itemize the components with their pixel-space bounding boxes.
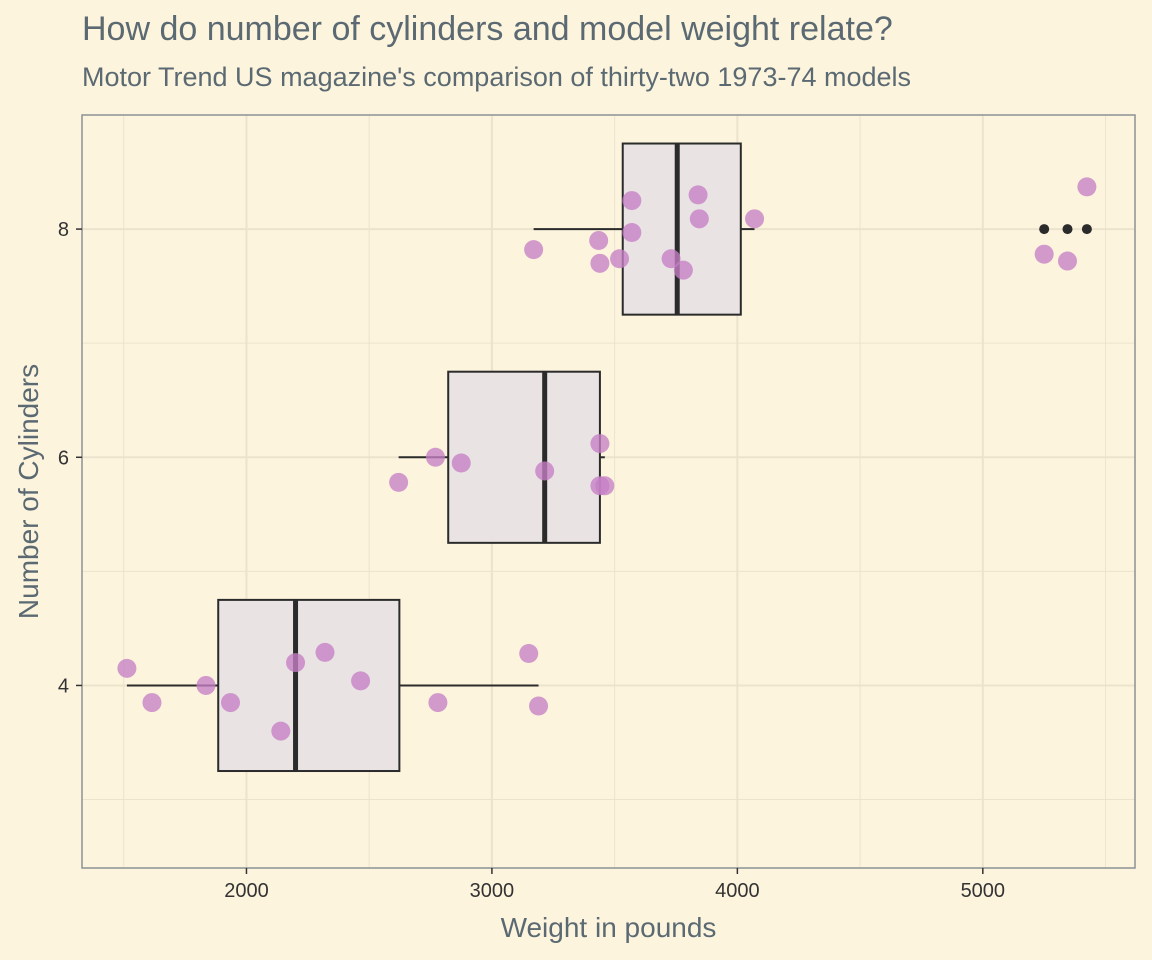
- chart-title: How do number of cylinders and model wei…: [82, 10, 893, 48]
- x-tick-label: 4000: [715, 880, 760, 902]
- data-point: [595, 476, 615, 496]
- data-point: [196, 675, 216, 695]
- data-point: [688, 185, 708, 205]
- y-tick-label: 4: [58, 675, 69, 697]
- outlier-point: [1081, 224, 1092, 235]
- data-point: [425, 447, 445, 467]
- data-point: [524, 240, 544, 260]
- data-point: [1058, 251, 1077, 271]
- box-cyl-8: [621, 142, 742, 316]
- data-point: [142, 693, 162, 713]
- data-point: [315, 642, 335, 662]
- data-point: [451, 453, 471, 473]
- outlier-point: [1062, 224, 1073, 235]
- data-point: [535, 461, 555, 481]
- y-tick-label: 6: [58, 447, 69, 469]
- tick-layer: 2000 3000 4000 5000 4 6 8: [58, 219, 1005, 902]
- data-point: [271, 721, 291, 741]
- data-point: [351, 671, 371, 691]
- y-axis-title: Number of Cylinders: [13, 364, 44, 619]
- x-tick-label: 2000: [224, 880, 269, 902]
- data-point: [389, 472, 409, 492]
- data-point: [286, 653, 306, 673]
- data-point: [1077, 177, 1097, 197]
- box-layer: [126, 142, 1092, 773]
- data-point: [689, 209, 709, 229]
- data-point: [529, 696, 549, 716]
- box-cyl-4: [217, 598, 401, 773]
- plot-panel-border: [81, 114, 1136, 869]
- data-point: [589, 231, 609, 250]
- point-layer: [117, 177, 1097, 741]
- data-point: [221, 693, 240, 713]
- data-point: [590, 434, 610, 454]
- data-point: [610, 249, 630, 269]
- chart-subtitle: Motor Trend US magazine's comparison of …: [82, 62, 912, 92]
- data-point: [661, 249, 681, 269]
- data-point: [428, 693, 448, 713]
- y-tick-label: 8: [58, 219, 69, 241]
- data-point: [1034, 244, 1054, 264]
- data-point: [745, 209, 765, 229]
- data-point: [622, 223, 642, 243]
- outlier-point: [1039, 224, 1050, 235]
- data-point: [590, 253, 610, 273]
- box-cyl-6: [447, 370, 601, 544]
- x-tick-label: 3000: [470, 880, 515, 902]
- data-point: [673, 260, 693, 280]
- data-point: [622, 191, 642, 211]
- x-axis-title: Weight in pounds: [501, 912, 717, 943]
- x-tick-label: 5000: [961, 880, 1006, 902]
- data-point: [519, 644, 539, 664]
- data-point: [117, 658, 137, 678]
